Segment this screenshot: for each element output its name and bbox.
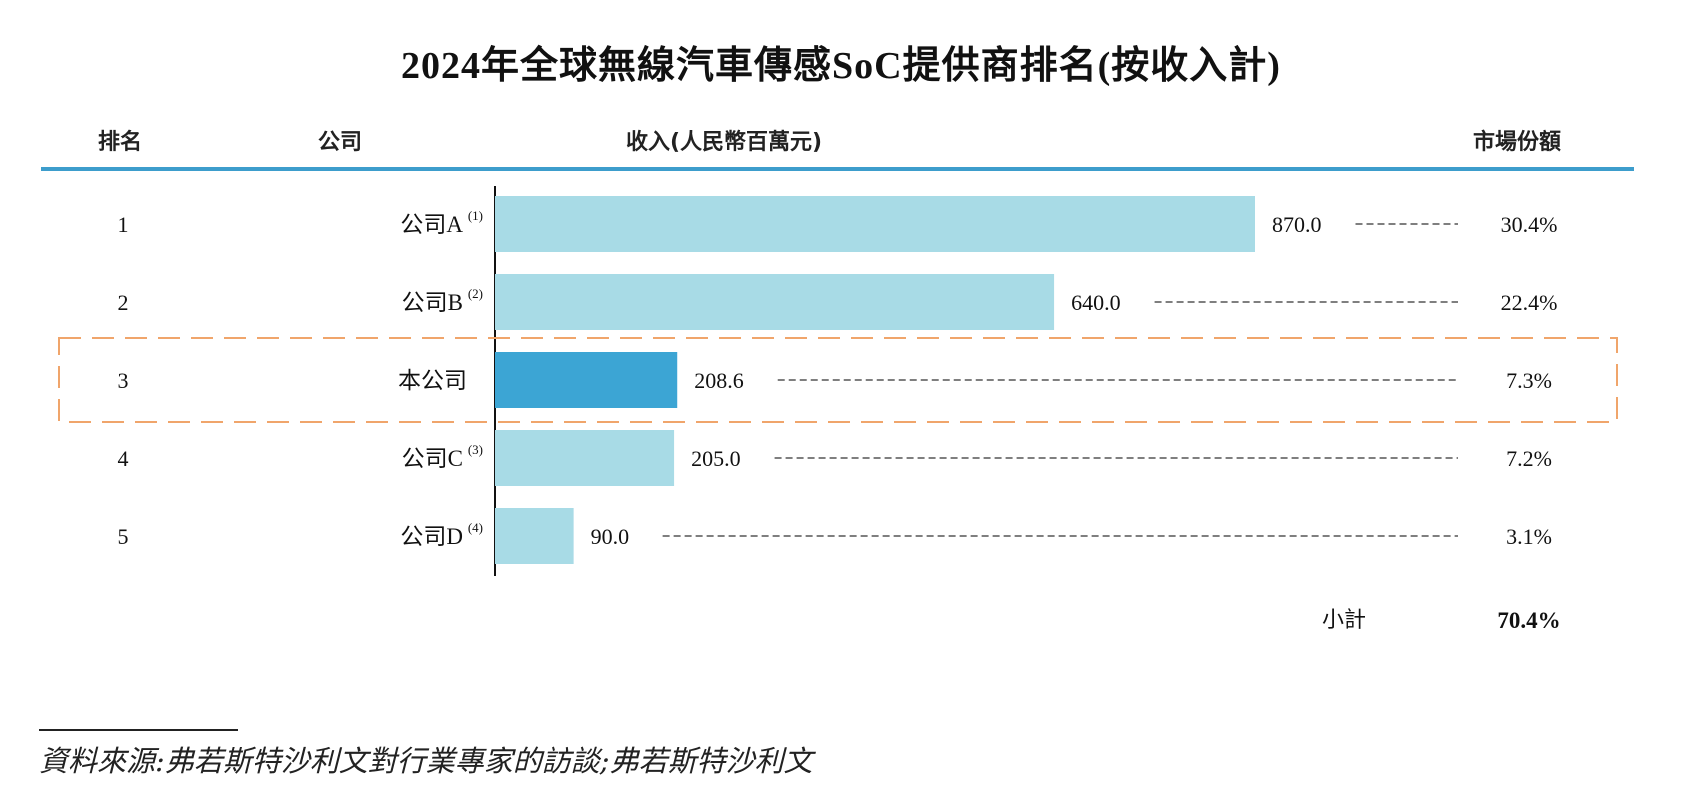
column-header-company: 公司 xyxy=(318,130,363,155)
footnote-rule xyxy=(39,729,238,731)
highlight-frame xyxy=(58,337,1618,423)
chart-title: 2024年全球無線汽車傳感SoC提供商排名(按收入計) xyxy=(401,45,1281,87)
company-label: 公司B xyxy=(402,290,463,315)
value-label: 208.6 xyxy=(694,368,744,393)
company-label: 公司A xyxy=(400,212,463,237)
value-label: 640.0 xyxy=(1071,290,1121,315)
source-note: 資料來源:弗若斯特沙利文對行業專家的訪談;弗若斯特沙利文 xyxy=(39,744,813,778)
footnote-mark: (1) xyxy=(468,208,483,223)
footnote-mark: (2) xyxy=(468,286,483,301)
value-label: 90.0 xyxy=(591,524,630,549)
bar xyxy=(495,274,1055,330)
bar xyxy=(495,508,574,564)
rank-label: 2 xyxy=(118,290,129,315)
company-label: 公司C xyxy=(402,446,463,471)
company-label: 本公司 xyxy=(398,368,467,393)
column-header-revenue: 收入(人民幣百萬元) xyxy=(626,130,823,155)
header-rule xyxy=(41,167,1634,171)
rank-label: 1 xyxy=(118,212,129,237)
company-label: 公司D xyxy=(400,524,463,549)
market-share-label: 3.1% xyxy=(1506,524,1552,549)
rank-label: 3 xyxy=(118,368,129,393)
market-share-label: 7.2% xyxy=(1506,446,1552,471)
bar xyxy=(495,352,678,408)
rank-label: 5 xyxy=(118,524,129,549)
rank-label: 4 xyxy=(118,446,129,471)
footnote-mark: (3) xyxy=(468,442,483,457)
bar-chart: 1 (1) 公司A 870.0 30.4% 2 (2) 公司B 640.0 22.4% 3 本公司 20… xyxy=(58,186,1618,633)
subtotal-value: 70.4% xyxy=(1497,608,1560,633)
market-share-label: 7.3% xyxy=(1506,368,1552,393)
column-header-market-share: 市場份額 xyxy=(1473,130,1562,155)
value-label: 205.0 xyxy=(691,446,741,471)
subtotal-label: 小計 xyxy=(1322,608,1366,633)
bar xyxy=(495,430,675,486)
bar xyxy=(495,196,1255,252)
footnote-mark: (4) xyxy=(468,520,483,535)
value-label: 870.0 xyxy=(1272,212,1322,237)
column-header-rank: 排名 xyxy=(98,130,143,155)
market-share-label: 22.4% xyxy=(1501,290,1558,315)
market-share-label: 30.4% xyxy=(1501,212,1558,237)
